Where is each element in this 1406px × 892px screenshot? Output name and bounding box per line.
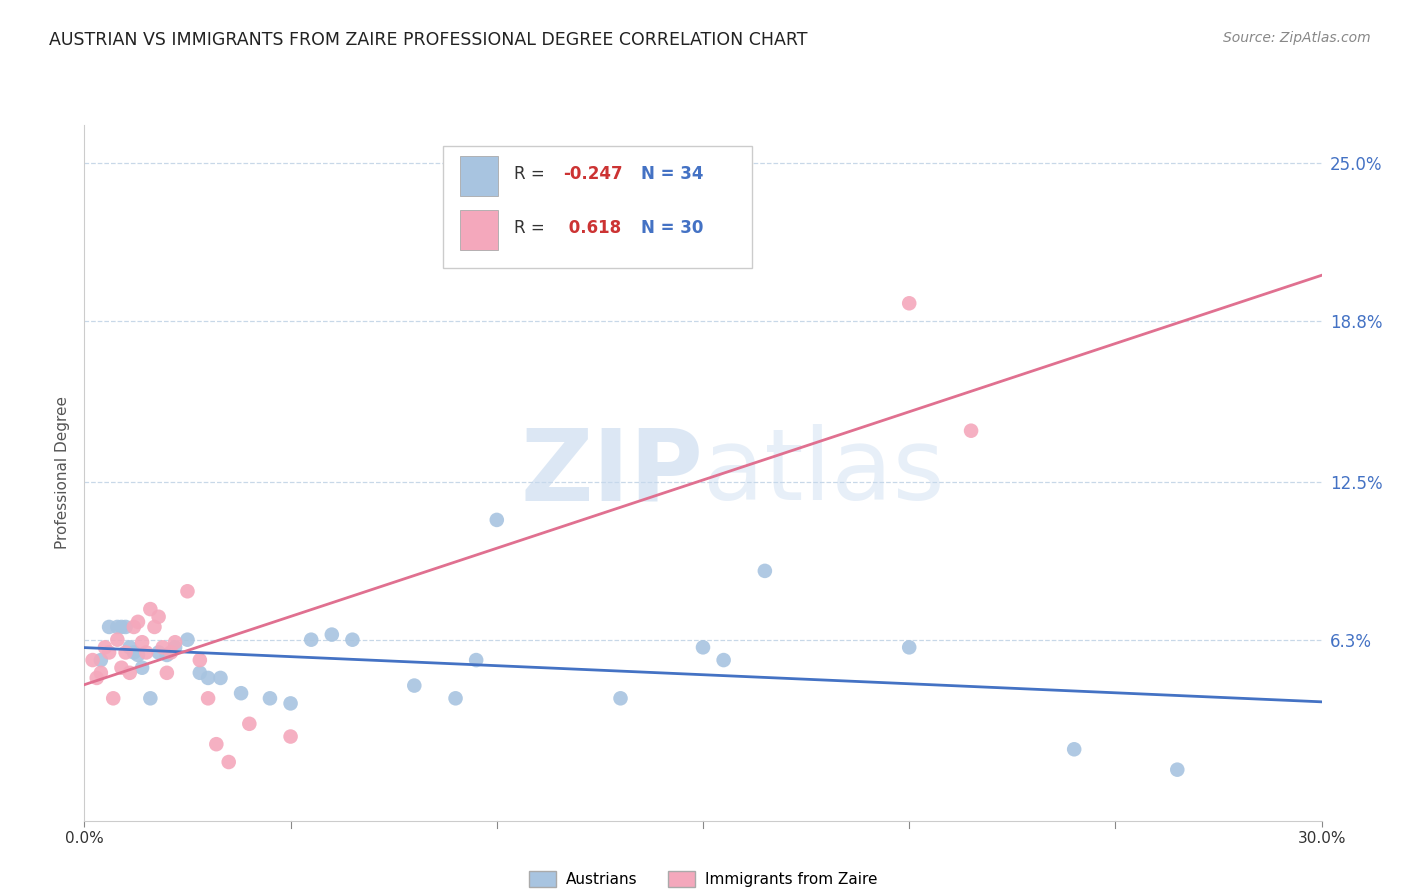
Text: atlas: atlas [703,425,945,521]
Point [197,671,219,685]
Text: AUSTRIAN VS IMMIGRANTS FROM ZAIRE PROFESSIONAL DEGREE CORRELATION CHART: AUSTRIAN VS IMMIGRANTS FROM ZAIRE PROFES… [49,31,807,49]
Point [86,671,108,685]
Point [114,645,136,659]
Point [122,620,145,634]
Text: 0.618: 0.618 [564,219,621,237]
Point [197,691,219,706]
Point [156,648,179,662]
Point [105,632,128,647]
Legend: Austrians, Immigrants from Zaire: Austrians, Immigrants from Zaire [523,865,883,892]
Point [280,697,302,711]
Point [90,653,112,667]
Point [1063,742,1085,756]
Point [188,653,211,667]
Point [110,620,132,634]
Point [485,513,508,527]
Point [404,679,426,693]
FancyBboxPatch shape [461,156,498,196]
FancyBboxPatch shape [443,145,752,268]
Point [209,671,232,685]
Point [139,602,162,616]
Point [176,584,198,599]
Point [114,620,136,634]
Point [229,686,252,700]
Point [127,648,149,662]
Text: N = 30: N = 30 [641,219,703,237]
Point [280,730,302,744]
Point [1166,763,1188,777]
Point [131,635,153,649]
Point [176,632,198,647]
Point [110,661,132,675]
Point [152,640,174,655]
Point [444,691,467,706]
Text: N = 34: N = 34 [641,165,703,184]
Point [94,640,117,655]
Point [188,665,211,680]
Point [218,755,240,769]
Point [98,645,121,659]
Point [342,632,364,647]
FancyBboxPatch shape [461,211,498,250]
Point [105,620,128,634]
Point [165,640,187,655]
Point [143,620,166,634]
Point [156,665,179,680]
Point [103,691,125,706]
Point [898,640,921,655]
Point [135,645,157,659]
Point [118,665,141,680]
Point [98,620,121,634]
Point [465,653,488,667]
Point [148,645,170,659]
Point [127,615,149,629]
Point [139,691,162,706]
Point [692,640,714,655]
Point [165,635,187,649]
Text: ZIP: ZIP [520,425,703,521]
Point [259,691,281,706]
Point [299,632,322,647]
Point [148,609,170,624]
Point [960,424,983,438]
Point [754,564,776,578]
Point [118,640,141,655]
Point [131,661,153,675]
Text: -0.247: -0.247 [564,165,623,184]
Text: Source: ZipAtlas.com: Source: ZipAtlas.com [1223,31,1371,45]
Point [160,645,183,659]
Point [238,716,260,731]
Point [898,296,921,310]
Y-axis label: Professional Degree: Professional Degree [55,396,70,549]
Text: R =: R = [513,219,544,237]
Point [82,653,104,667]
Text: R =: R = [513,165,544,184]
Point [205,737,228,751]
Point [321,627,343,641]
Point [122,645,145,659]
Point [90,665,112,680]
Point [713,653,735,667]
Point [609,691,631,706]
